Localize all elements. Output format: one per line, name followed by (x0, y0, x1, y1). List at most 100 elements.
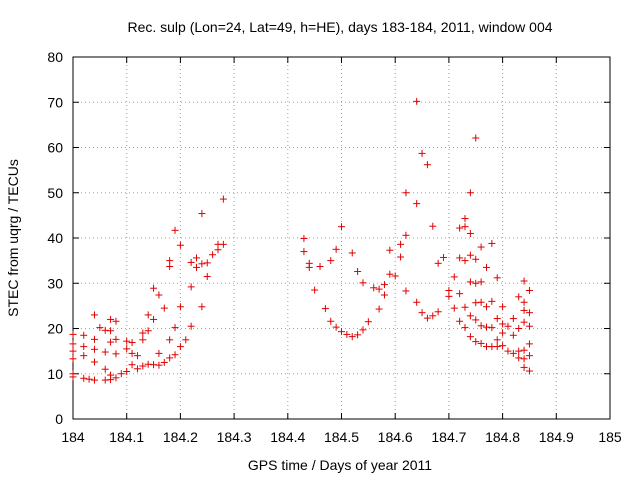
x-tick-label: 184.4 (270, 429, 305, 445)
data-point (370, 284, 378, 292)
data-point (386, 246, 394, 254)
data-point (316, 263, 324, 271)
data-point (466, 333, 474, 341)
data-point (171, 351, 179, 359)
data-point (300, 234, 308, 242)
data-point (300, 248, 308, 256)
y-tick-label: 20 (47, 321, 63, 337)
data-point (150, 315, 158, 323)
data-point (203, 259, 211, 267)
data-point (397, 253, 405, 261)
data-point (477, 298, 485, 306)
data-point (107, 338, 115, 346)
data-point (69, 355, 77, 363)
data-point (456, 254, 464, 262)
y-tick-label: 10 (47, 366, 63, 382)
x-tick-label: 184.3 (217, 429, 252, 445)
data-point (69, 330, 77, 338)
x-tick-label: 184.8 (485, 429, 520, 445)
data-point (380, 291, 388, 299)
data-point (139, 362, 147, 370)
data-point (150, 284, 158, 292)
data-point (107, 376, 115, 384)
data-point (402, 287, 410, 295)
data-point (193, 263, 201, 271)
data-point (375, 285, 383, 293)
data-point (359, 279, 367, 287)
data-point (525, 340, 533, 348)
data-point (69, 340, 77, 348)
data-point (493, 315, 501, 323)
y-axis-label: STEC from uqrg / TECUs (5, 159, 21, 317)
data-point (499, 329, 507, 337)
data-point (139, 329, 147, 337)
data-point (332, 245, 340, 253)
data-point (466, 251, 474, 259)
data-point (139, 336, 147, 344)
y-tick-label: 40 (47, 230, 63, 246)
data-point (456, 290, 464, 298)
data-point (488, 324, 496, 332)
data-point (90, 358, 98, 366)
x-tick-label: 184 (61, 429, 85, 445)
data-point (520, 318, 528, 326)
data-point (176, 343, 184, 351)
data-point (515, 354, 523, 362)
data-point (413, 97, 421, 105)
data-point (214, 246, 222, 254)
data-point (380, 281, 388, 289)
data-point (493, 343, 501, 351)
data-point (450, 273, 458, 281)
data-point (364, 318, 372, 326)
data-point (166, 336, 174, 344)
data-point (477, 339, 485, 347)
data-point (466, 278, 474, 286)
data-point (90, 376, 98, 384)
data-point (466, 189, 474, 197)
data-point (445, 286, 453, 294)
y-tick-label: 0 (55, 411, 63, 427)
data-point (155, 291, 163, 299)
data-point (397, 240, 405, 248)
data-point (391, 272, 399, 280)
data-point (434, 308, 442, 316)
data-point (429, 222, 437, 230)
x-axis-label: GPS time / Days of year 2011 (248, 457, 432, 473)
x-tick-label: 184.1 (109, 429, 144, 445)
data-point (477, 243, 485, 251)
y-tick-label: 50 (47, 185, 63, 201)
data-point (219, 240, 227, 248)
data-point (525, 367, 533, 375)
data-point (85, 375, 93, 383)
data-point (461, 223, 469, 231)
data-point (187, 258, 195, 266)
data-point (418, 149, 426, 157)
data-point (520, 277, 528, 285)
data-point (182, 336, 190, 344)
data-point (112, 350, 120, 358)
data-point (133, 352, 141, 360)
data-point (482, 263, 490, 271)
data-point (461, 257, 469, 265)
data-points (69, 97, 533, 384)
data-point (450, 304, 458, 312)
data-point (80, 352, 88, 360)
x-tick-label: 184.9 (539, 429, 574, 445)
data-point (203, 272, 211, 280)
data-point (466, 229, 474, 237)
data-point (338, 328, 345, 336)
data-point (166, 257, 174, 265)
chart-title: Rec. sulp (Lon=24, Lat=49, h=HE), days 1… (127, 19, 552, 35)
data-point (343, 330, 351, 338)
data-point (69, 347, 77, 355)
data-point (69, 373, 77, 381)
data-point (128, 349, 136, 357)
data-point (525, 322, 533, 330)
y-tick-labels: 0 10 20 30 40 50 60 70 80 (47, 49, 63, 427)
data-point (359, 326, 367, 334)
data-point (123, 337, 131, 345)
data-point (509, 349, 517, 357)
data-point (187, 283, 195, 291)
data-point (461, 324, 469, 332)
data-point (440, 253, 448, 261)
